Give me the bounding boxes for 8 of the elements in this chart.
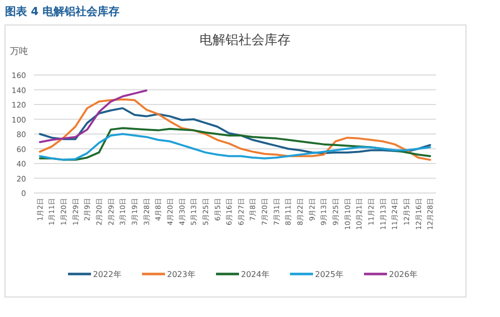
legend-label: 2023年 — [167, 270, 196, 279]
legend-label: 2025年 — [315, 270, 344, 279]
legend-label: 2024年 — [241, 270, 270, 279]
legend-label: 2026年 — [389, 270, 418, 279]
chart-subtitle: 电解铝社会库存 — [200, 33, 290, 48]
legend-label: 2022年 — [93, 270, 122, 279]
y-axis-title: 万吨 — [10, 46, 28, 57]
chart-title: 图表 4 电解铝社会库存 — [5, 5, 120, 18]
